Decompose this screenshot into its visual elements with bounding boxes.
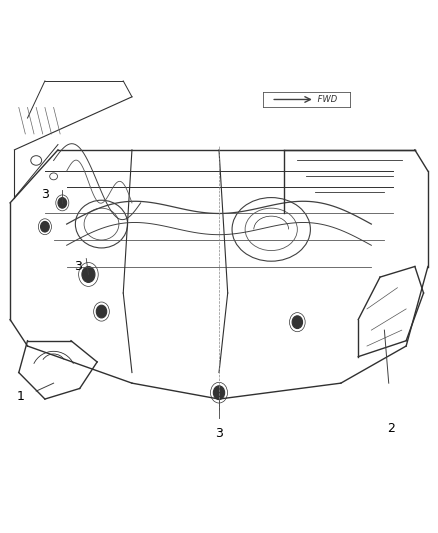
Ellipse shape xyxy=(41,221,49,232)
Ellipse shape xyxy=(213,386,225,400)
Ellipse shape xyxy=(82,266,95,282)
Text: 2: 2 xyxy=(387,422,395,435)
Text: 3: 3 xyxy=(74,260,81,273)
Text: 3: 3 xyxy=(215,427,223,440)
Ellipse shape xyxy=(292,316,303,328)
Ellipse shape xyxy=(58,198,67,208)
Text: 1: 1 xyxy=(17,390,25,403)
Text: FWD: FWD xyxy=(315,95,337,104)
Ellipse shape xyxy=(96,305,107,318)
Text: 3: 3 xyxy=(41,189,49,201)
